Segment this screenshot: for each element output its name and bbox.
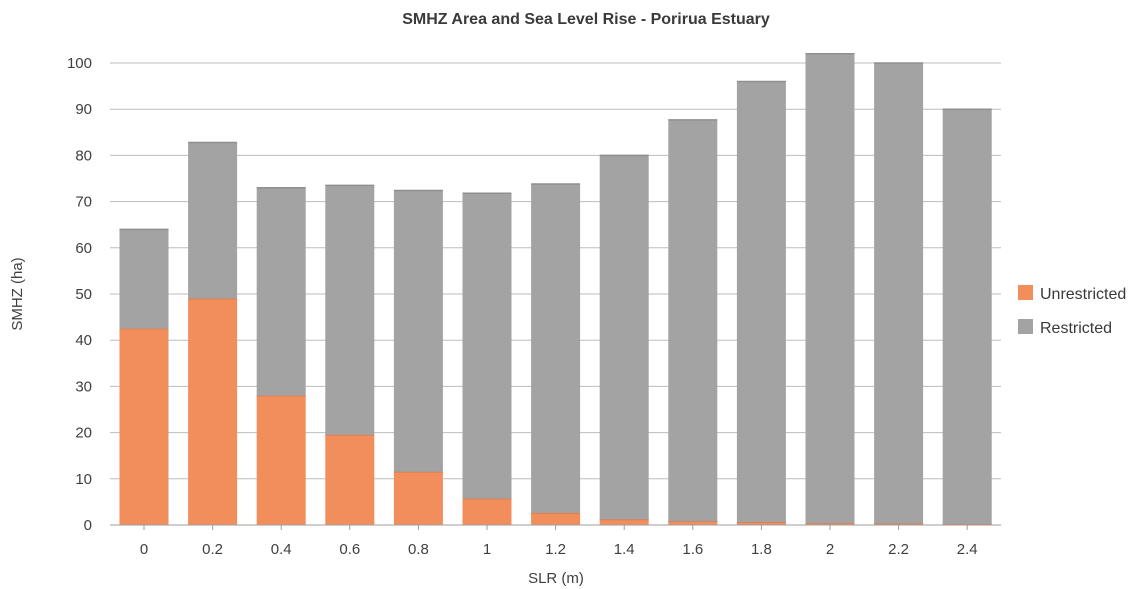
bar-restricted-1.4 [599, 155, 649, 520]
x-tick-label: 1.2 [545, 541, 566, 558]
x-tick-label: 0 [140, 541, 148, 558]
bar-restricted-2.4 [942, 109, 992, 525]
legend-swatch-unrestricted [1018, 285, 1033, 300]
bar-restricted-1 [462, 193, 512, 499]
y-tick-label: 50 [75, 286, 92, 303]
bar-restricted-1.6 [668, 119, 718, 522]
legend-label-restricted: Restricted [1040, 320, 1112, 337]
x-tick-label: 0.8 [408, 541, 429, 558]
bar-unrestricted-0 [119, 328, 169, 525]
bar-restricted-0 [119, 229, 169, 329]
y-tick-label: 0 [84, 517, 92, 534]
bar-unrestricted-1.8 [736, 522, 786, 525]
x-tick-label: 1.6 [682, 541, 703, 558]
bars [119, 53, 992, 525]
x-tick-label: 0.4 [271, 541, 292, 558]
legend: Unrestricted Restricted [1018, 285, 1126, 337]
bar-unrestricted-1.4 [599, 519, 649, 525]
bar-restricted-2 [805, 53, 855, 524]
y-tick-label: 60 [75, 240, 92, 257]
bar-restricted-0.4 [256, 187, 306, 396]
x-tick-label: 2.4 [957, 541, 978, 558]
bar-restricted-1.8 [736, 81, 786, 523]
x-tick-label: 0.6 [339, 541, 360, 558]
x-tick-label: 1.4 [614, 541, 635, 558]
bar-restricted-0.6 [325, 185, 375, 435]
x-tick-label: 1 [483, 541, 491, 558]
legend-label-unrestricted: Unrestricted [1040, 286, 1126, 303]
y-axis-label: SMHZ (ha) [9, 257, 26, 330]
bar-unrestricted-0.4 [256, 395, 306, 525]
x-tick-label: 1.8 [751, 541, 772, 558]
y-tick-label: 70 [75, 194, 92, 211]
bar-unrestricted-0.8 [393, 471, 443, 525]
x-tick-label: 0.2 [202, 541, 223, 558]
y-tick-label: 30 [75, 378, 92, 395]
bar-unrestricted-2 [805, 523, 855, 525]
chart-title: SMHZ Area and Sea Level Rise - Porirua E… [402, 11, 770, 28]
bar-restricted-1.2 [531, 184, 581, 513]
legend-swatch-restricted [1018, 319, 1033, 334]
bar-restricted-0.2 [188, 142, 238, 299]
bar-unrestricted-1.6 [668, 521, 718, 525]
bar-unrestricted-0.2 [188, 298, 238, 525]
x-axis-ticks: 0 0.2 0.4 0.6 0.8 1 1.2 1.4 1.6 1.8 2 2.2 2.4 [140, 525, 978, 558]
y-tick-label: 90 [75, 101, 92, 118]
x-axis-label: SLR (m) [528, 570, 584, 587]
bar-unrestricted-1 [462, 498, 512, 525]
x-tick-label: 2 [826, 541, 834, 558]
y-axis-ticks: 0 10 20 30 40 50 60 70 80 90 100 [67, 55, 92, 534]
bar-unrestricted-1.2 [531, 512, 581, 525]
y-tick-label: 40 [75, 332, 92, 349]
x-tick-label: 2.2 [888, 541, 909, 558]
y-tick-label: 100 [67, 55, 92, 72]
y-tick-label: 20 [75, 425, 92, 442]
bar-restricted-2.2 [874, 63, 924, 524]
y-tick-label: 10 [75, 471, 92, 488]
y-tick-label: 80 [75, 147, 92, 164]
bar-restricted-0.8 [393, 190, 443, 472]
bar-unrestricted-0.6 [325, 434, 375, 525]
